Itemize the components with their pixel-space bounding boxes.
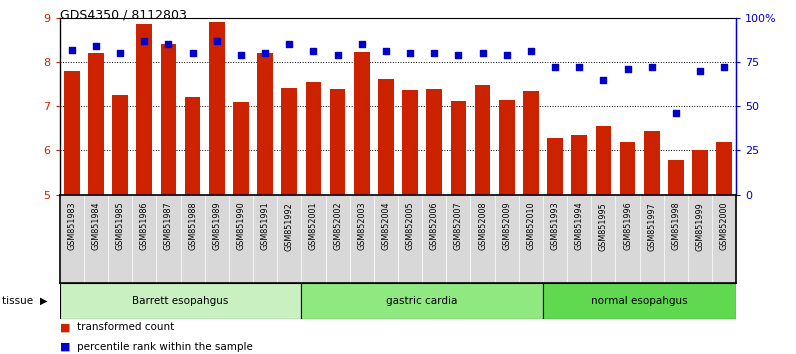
Text: GSM852008: GSM852008 [478,202,487,250]
Point [573,64,586,70]
Bar [112,95,128,195]
Text: GSM851989: GSM851989 [213,202,221,250]
Bar [402,90,418,195]
Bar [499,99,514,195]
Point [90,43,103,49]
Text: GSM851992: GSM851992 [285,202,294,251]
Point [428,50,441,56]
Point [525,48,537,54]
Point [138,38,150,44]
Bar [88,53,103,195]
Text: ▶: ▶ [40,296,47,306]
Bar [644,131,660,195]
Point [283,41,295,47]
Point [501,52,513,58]
Bar [257,53,273,195]
Text: GDS4350 / 8112803: GDS4350 / 8112803 [60,9,186,22]
Bar [474,85,490,195]
Point [259,50,271,56]
Text: GSM851998: GSM851998 [671,202,681,250]
Point [669,110,682,116]
Bar [451,101,466,195]
Text: GSM852006: GSM852006 [430,202,439,250]
Text: tissue: tissue [2,296,36,306]
Point [162,41,175,47]
Bar [60,283,302,319]
Bar [161,44,176,195]
Bar [306,82,322,195]
Text: Barrett esopahgus: Barrett esopahgus [132,296,228,306]
Point [452,52,465,58]
Bar [64,71,80,195]
Text: GSM852003: GSM852003 [357,202,366,250]
Text: GSM851986: GSM851986 [140,202,149,250]
Point [331,52,344,58]
Point [235,52,248,58]
Point [476,50,489,56]
Bar [378,79,394,195]
Text: GSM852002: GSM852002 [333,202,342,250]
Text: GSM851993: GSM851993 [551,202,560,250]
Point [210,38,223,44]
Point [718,64,731,70]
Text: GSM851996: GSM851996 [623,202,632,250]
Point [114,50,127,56]
Text: gastric cardia: gastric cardia [387,296,458,306]
Bar [572,135,587,195]
Bar [547,138,563,195]
Bar [668,160,684,195]
Text: GSM851997: GSM851997 [647,202,656,251]
Point [65,47,78,52]
Text: transformed count: transformed count [77,322,174,332]
Bar [185,97,201,195]
Point [186,50,199,56]
Text: GSM851995: GSM851995 [599,202,608,251]
Point [404,50,416,56]
Text: GSM851988: GSM851988 [188,202,197,250]
Point [597,77,610,82]
Bar [693,149,708,195]
Text: GSM851987: GSM851987 [164,202,173,250]
Text: GSM852010: GSM852010 [526,202,536,250]
Bar [427,89,442,195]
Text: ■: ■ [60,322,74,332]
Point [380,48,392,54]
Text: GSM851985: GSM851985 [115,202,125,250]
Bar [330,89,345,195]
Bar [233,102,249,195]
Text: normal esopahgus: normal esopahgus [591,296,688,306]
Bar [620,142,635,195]
Text: ■: ■ [60,342,74,352]
Text: GSM851990: GSM851990 [236,202,245,250]
Point [693,68,706,74]
Point [621,66,634,72]
Text: GSM852001: GSM852001 [309,202,318,250]
Text: GSM852000: GSM852000 [720,202,728,250]
Text: GSM851984: GSM851984 [92,202,100,250]
Bar [595,126,611,195]
Text: GSM852004: GSM852004 [381,202,390,250]
Text: GSM852005: GSM852005 [406,202,415,250]
Bar [282,88,297,195]
Text: GSM852007: GSM852007 [454,202,463,250]
Text: GSM851991: GSM851991 [260,202,270,250]
Point [646,64,658,70]
Bar [302,283,543,319]
Text: GSM851983: GSM851983 [68,202,76,250]
Bar [136,24,152,195]
Point [355,41,368,47]
Point [307,48,320,54]
Bar [209,22,224,195]
Bar [543,283,736,319]
Bar [354,52,369,195]
Text: percentile rank within the sample: percentile rank within the sample [77,342,253,352]
Bar [716,142,732,195]
Bar [523,91,539,195]
Text: GSM852009: GSM852009 [502,202,511,250]
Text: GSM851994: GSM851994 [575,202,583,250]
Text: GSM851999: GSM851999 [696,202,704,251]
Point [548,64,561,70]
